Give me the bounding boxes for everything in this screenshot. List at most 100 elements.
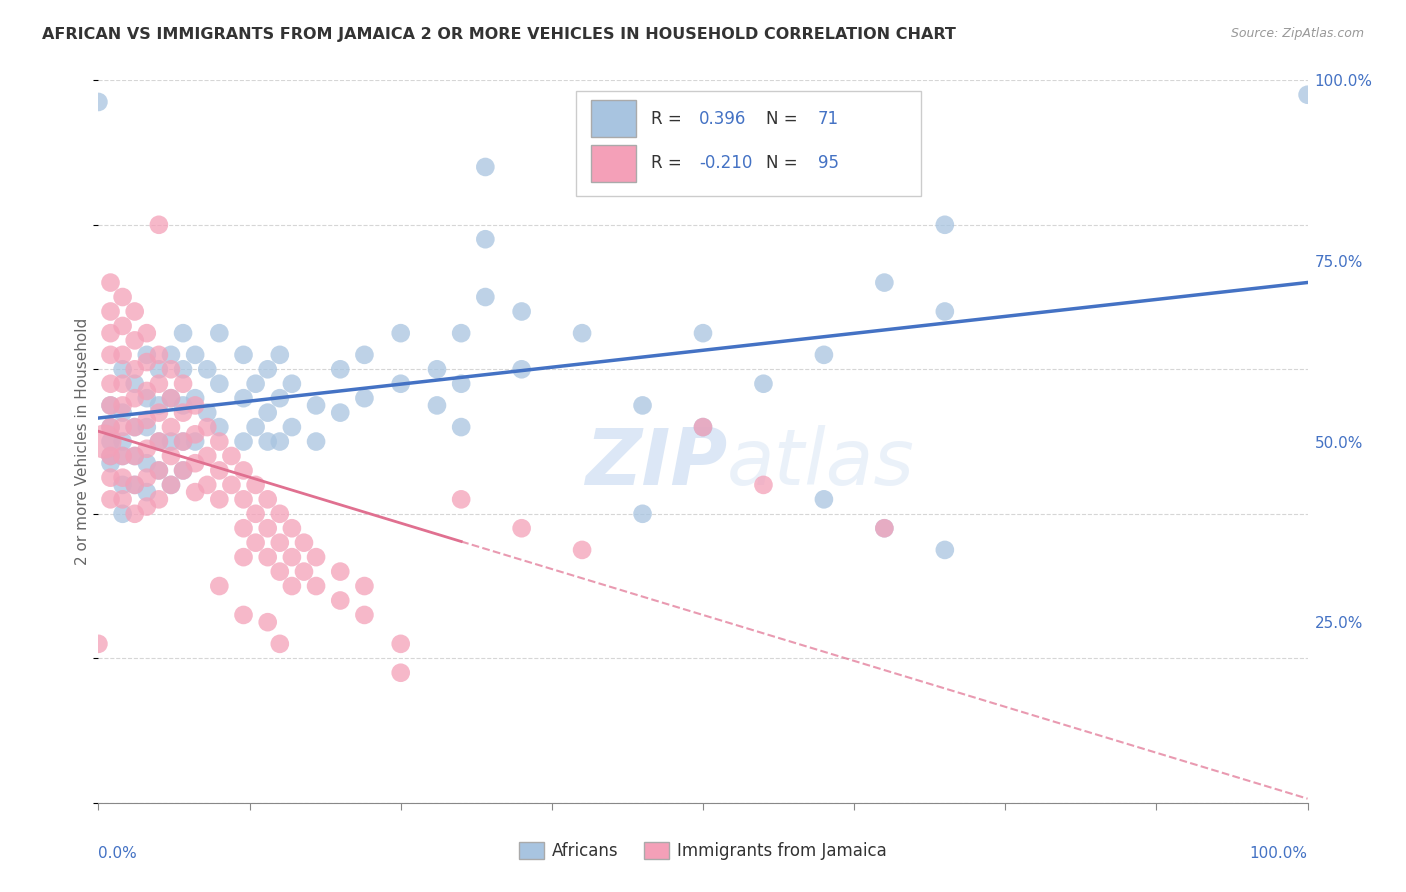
Point (450, 492, 472, 507)
Text: 100.0%: 100.0% (1250, 847, 1308, 861)
Point (269, 348, 291, 362)
Point (100, 304, 122, 318)
Point (100, 276, 122, 290)
Point (135, 500, 157, 514)
Point (1296, 87, 1319, 102)
Text: 0.0%: 0.0% (98, 847, 138, 861)
Point (813, 348, 835, 362)
Point (571, 542, 593, 557)
Point (172, 434, 194, 449)
Point (184, 398, 207, 412)
Point (111, 507, 134, 521)
Point (184, 456, 207, 470)
Point (389, 637, 412, 651)
Point (100, 348, 122, 362)
Point (232, 391, 254, 405)
Point (232, 492, 254, 507)
Point (135, 355, 157, 369)
Point (124, 449, 146, 463)
Point (934, 304, 956, 318)
Point (184, 434, 207, 449)
Point (172, 406, 194, 420)
Point (100, 398, 122, 412)
Point (148, 492, 170, 507)
Point (100, 434, 122, 449)
Point (184, 485, 207, 500)
Point (208, 376, 231, 391)
Point (184, 427, 207, 442)
Point (172, 326, 194, 340)
Point (160, 434, 183, 449)
Point (232, 434, 254, 449)
Point (100, 449, 122, 463)
Point (111, 434, 134, 449)
Point (389, 376, 412, 391)
Point (172, 463, 194, 477)
Y-axis label: 2 or more Vehicles in Household: 2 or more Vehicles in Household (75, 318, 90, 566)
Point (256, 550, 278, 565)
Point (256, 492, 278, 507)
Point (135, 420, 157, 434)
Point (124, 478, 146, 492)
Point (135, 348, 157, 362)
Point (221, 478, 243, 492)
Point (87, 637, 110, 651)
Point (111, 420, 134, 434)
Text: R =: R = (651, 154, 688, 172)
Point (510, 521, 533, 535)
Point (426, 398, 449, 412)
Point (160, 478, 183, 492)
Point (195, 478, 218, 492)
Point (111, 449, 134, 463)
Point (692, 420, 714, 434)
Point (474, 232, 496, 246)
Point (184, 391, 207, 405)
Point (571, 326, 593, 340)
Point (353, 607, 375, 622)
Point (172, 463, 194, 477)
Point (148, 218, 170, 232)
Point (160, 348, 183, 362)
Point (813, 492, 835, 507)
Text: 0.396: 0.396 (699, 110, 747, 128)
Point (160, 449, 183, 463)
Point (124, 391, 146, 405)
Text: -0.210: -0.210 (699, 154, 752, 172)
Point (934, 542, 956, 557)
Point (100, 398, 122, 412)
Bar (591, 100, 637, 137)
Point (160, 478, 183, 492)
Point (135, 456, 157, 470)
Point (100, 449, 122, 463)
Point (305, 434, 328, 449)
Point (329, 565, 352, 579)
Point (172, 362, 194, 376)
Point (124, 420, 146, 434)
Point (124, 420, 146, 434)
Point (269, 391, 291, 405)
Point (631, 507, 654, 521)
Point (232, 521, 254, 535)
Point (389, 665, 412, 680)
Point (281, 420, 304, 434)
Point (873, 521, 896, 535)
Point (305, 579, 328, 593)
Point (934, 218, 956, 232)
Point (148, 463, 170, 477)
Point (184, 348, 207, 362)
Point (692, 326, 714, 340)
Text: 95: 95 (818, 154, 839, 172)
Point (195, 362, 218, 376)
Point (305, 550, 328, 565)
Point (269, 507, 291, 521)
Point (100, 492, 122, 507)
Point (124, 304, 146, 318)
Point (195, 449, 218, 463)
Legend: Africans, Immigrants from Jamaica: Africans, Immigrants from Jamaica (512, 835, 894, 867)
Text: 71: 71 (818, 110, 839, 128)
Point (329, 362, 352, 376)
Point (450, 376, 472, 391)
Point (450, 326, 472, 340)
Point (160, 391, 183, 405)
Point (232, 463, 254, 477)
